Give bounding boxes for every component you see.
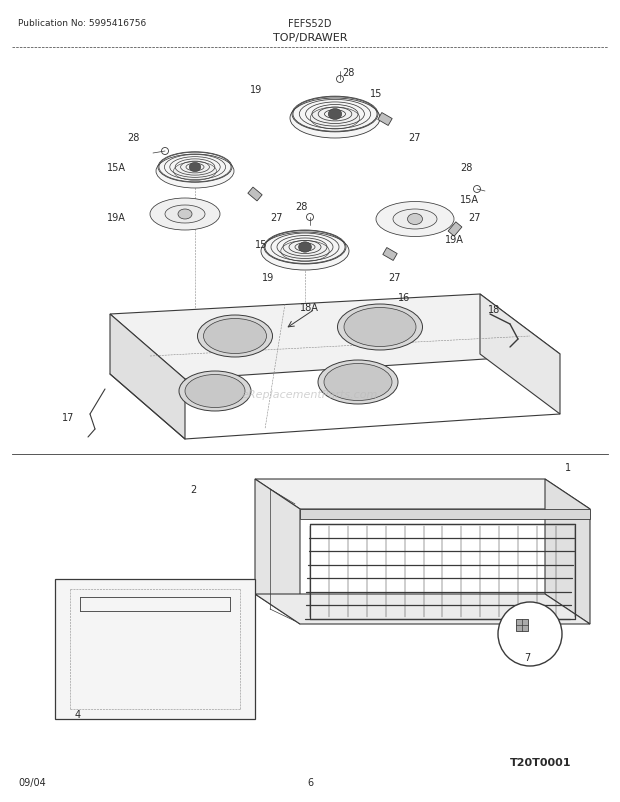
Ellipse shape xyxy=(324,364,392,401)
Ellipse shape xyxy=(281,241,329,262)
Text: eReplacementParts.com: eReplacementParts.com xyxy=(242,390,378,399)
Text: 7: 7 xyxy=(524,652,530,662)
Text: 28: 28 xyxy=(127,133,140,143)
Text: 18A: 18A xyxy=(300,302,319,313)
Polygon shape xyxy=(300,509,590,520)
Ellipse shape xyxy=(198,316,273,358)
Text: 28: 28 xyxy=(342,68,355,78)
Ellipse shape xyxy=(165,206,205,224)
Text: 28: 28 xyxy=(460,163,472,172)
Text: Publication No: 5995416756: Publication No: 5995416756 xyxy=(18,19,146,28)
Polygon shape xyxy=(516,619,528,631)
Text: 19A: 19A xyxy=(445,235,464,245)
Text: 19: 19 xyxy=(250,85,262,95)
Text: TOP/DRAWER: TOP/DRAWER xyxy=(273,33,347,43)
Ellipse shape xyxy=(174,163,216,181)
Text: 27: 27 xyxy=(408,133,420,143)
Polygon shape xyxy=(255,594,590,624)
Ellipse shape xyxy=(290,99,380,139)
Text: 2: 2 xyxy=(190,484,197,494)
Ellipse shape xyxy=(178,210,192,220)
Text: 15: 15 xyxy=(255,240,267,249)
Text: 15A: 15A xyxy=(460,195,479,205)
Text: 17: 17 xyxy=(62,412,74,423)
Ellipse shape xyxy=(407,214,422,225)
Text: 15A: 15A xyxy=(107,163,126,172)
Text: 15: 15 xyxy=(370,89,383,99)
Ellipse shape xyxy=(156,155,234,188)
Ellipse shape xyxy=(344,308,416,347)
Text: 16: 16 xyxy=(398,293,410,302)
Ellipse shape xyxy=(299,242,311,253)
Text: 1: 1 xyxy=(565,463,571,472)
Ellipse shape xyxy=(376,202,454,237)
Ellipse shape xyxy=(393,210,437,229)
Polygon shape xyxy=(480,294,560,415)
Ellipse shape xyxy=(261,233,349,270)
Polygon shape xyxy=(55,579,255,719)
Ellipse shape xyxy=(328,109,342,120)
Text: 27: 27 xyxy=(388,273,401,282)
Text: 28: 28 xyxy=(295,202,308,212)
Text: 6: 6 xyxy=(307,777,313,787)
Polygon shape xyxy=(545,480,590,624)
Text: 18: 18 xyxy=(488,305,500,314)
Polygon shape xyxy=(378,113,392,126)
Polygon shape xyxy=(255,480,300,624)
Text: 09/04: 09/04 xyxy=(18,777,46,787)
Polygon shape xyxy=(255,480,590,509)
Ellipse shape xyxy=(337,305,422,350)
Text: 27: 27 xyxy=(270,213,283,223)
Polygon shape xyxy=(383,249,397,261)
Ellipse shape xyxy=(185,375,245,408)
Text: 19A: 19A xyxy=(107,213,126,223)
Ellipse shape xyxy=(318,361,398,404)
Circle shape xyxy=(498,602,562,666)
Text: 4: 4 xyxy=(75,709,81,719)
Ellipse shape xyxy=(310,107,360,130)
Text: 19: 19 xyxy=(262,273,274,282)
Text: 27: 27 xyxy=(468,213,481,223)
Text: T20T0001: T20T0001 xyxy=(510,757,572,767)
Text: FEFS52D: FEFS52D xyxy=(288,19,332,29)
Ellipse shape xyxy=(150,199,220,231)
Polygon shape xyxy=(248,188,262,201)
Polygon shape xyxy=(110,314,185,439)
Polygon shape xyxy=(448,223,462,237)
Ellipse shape xyxy=(203,319,267,354)
Ellipse shape xyxy=(189,163,201,172)
Polygon shape xyxy=(110,294,560,379)
Ellipse shape xyxy=(179,371,251,411)
